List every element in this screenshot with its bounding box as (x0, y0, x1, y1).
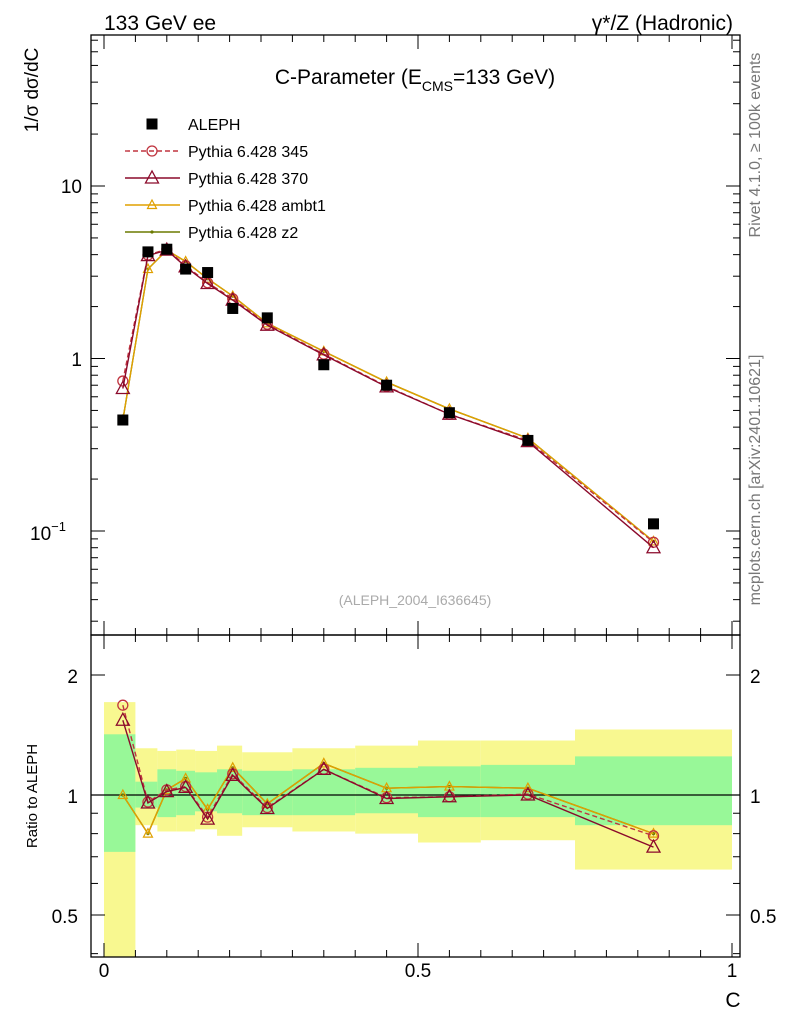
main-point-p370 (645, 539, 662, 554)
xtick-label-0.5: 0.5 (405, 961, 431, 982)
mcplots-source-label: mcplots.cern.ch [arXiv:2401.10621] (747, 355, 764, 606)
legend-label-370: Pythia 6.428 370 (188, 171, 308, 188)
legend-marker-data (146, 118, 158, 130)
main-point-data (522, 434, 534, 446)
rivet-version-label: Rivet 4.1.0, ≥ 100k events (747, 53, 764, 238)
legend-marker-ambt1 (146, 198, 158, 210)
ratio-point-p370 (316, 760, 332, 775)
xtick-label-0: 0 (99, 961, 110, 982)
legend-marker-p370 (144, 169, 160, 184)
process-label: γ*/Z (Hadronic) (592, 12, 733, 35)
main-point-ambt1 (648, 535, 659, 546)
main-line-ambt1 (122, 249, 654, 542)
main-point-data (261, 312, 273, 324)
ratio-inner-band (292, 769, 356, 816)
main-point-data (202, 267, 214, 279)
ratio-point-p370 (140, 794, 156, 809)
ratio-point-p345 (117, 699, 129, 711)
ratio-ytick-label-1-right: 1 (750, 787, 761, 808)
main-point-p370 (115, 380, 131, 395)
plot-title: C-Parameter (ECMS=133 GeV) (275, 66, 555, 94)
ratio-point-ambt1 (522, 781, 534, 793)
ratio-point-ambt1 (318, 757, 330, 768)
ratio-point-p370 (225, 767, 241, 782)
legend-label-345: Pythia 6.428 345 (188, 144, 308, 161)
main-point-data (180, 263, 192, 275)
main-point-data (142, 246, 154, 258)
x-axis-label: C (725, 989, 740, 1012)
main-point-data (161, 243, 173, 255)
main-ytick-label-10: 10 (61, 177, 82, 198)
ratio-line-p370 (122, 720, 654, 848)
legend-label-ambt1: Pythia 6.428 ambt1 (188, 198, 326, 215)
main-point-p370 (259, 316, 275, 331)
ratio-point-ambt1 (117, 788, 129, 800)
main-line-p345 (122, 248, 654, 543)
ratio-point-ambt1 (227, 761, 239, 772)
ratio-ytick-label-1: 1 (67, 787, 78, 808)
main-point-data (318, 359, 330, 371)
main-point-data (117, 414, 129, 426)
xtick-label-1: 1 (727, 961, 738, 982)
main-point-data (227, 302, 239, 314)
ratio-ytick-label-2-right: 2 (750, 667, 761, 688)
main-ytick-label-1: 1 (71, 350, 82, 371)
ratio-inner-band (104, 734, 136, 852)
ratio-point-ambt1 (648, 827, 659, 838)
analysis-id-label: (ALEPH_2004_I636645) (339, 592, 492, 608)
main-y-axis-label: 1/σ dσ/dC (22, 48, 43, 133)
legend-marker-p345 (146, 145, 158, 157)
main-point-data (381, 379, 393, 391)
ratio-point-p370 (159, 783, 175, 798)
ratio-point-p370 (520, 786, 536, 801)
ratio-point-ambt1 (142, 827, 154, 838)
legend-marker-z2 (150, 230, 154, 234)
main-point-data (443, 407, 455, 419)
legend-label-aleph: ALEPH (188, 117, 240, 134)
ratio-point-p370 (645, 838, 662, 853)
ratio-inner-band (575, 756, 732, 826)
ratio-point-p370 (200, 810, 216, 825)
main-point-data (648, 518, 659, 530)
ratio-point-p370 (178, 779, 194, 794)
ratio-point-p370 (441, 788, 457, 803)
ratio-point-p370 (379, 790, 395, 805)
ratio-inner-band (217, 769, 243, 814)
ratio-point-p370 (115, 711, 131, 726)
ratio-y-axis-label: Ratio to ALEPH (24, 744, 41, 848)
main-ytick-label-0.1: 10−1 (30, 519, 66, 545)
ratio-ytick-label-0.5: 0.5 (52, 907, 78, 928)
ratio-point-p370 (259, 800, 275, 815)
legend-label-z2: Pythia 6.428 z2 (188, 225, 298, 242)
main-point-p370 (200, 275, 216, 290)
ratio-ytick-label-0.5-right: 0.5 (750, 907, 776, 928)
ratio-ytick-label-2: 2 (67, 667, 78, 688)
ratio-frame (90, 634, 741, 958)
ratio-inner-band (195, 772, 218, 812)
energy-label: 133 GeV ee (104, 12, 216, 35)
main-line-z2 (122, 249, 654, 542)
main-line-p370 (122, 249, 654, 549)
